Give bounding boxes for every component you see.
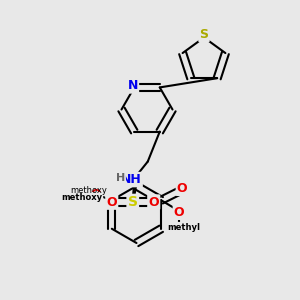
Text: methoxy: methoxy <box>61 193 102 202</box>
Text: S: S <box>128 195 138 209</box>
Text: O: O <box>90 188 101 201</box>
Text: methyl: methyl <box>167 223 200 232</box>
Text: O: O <box>148 196 159 208</box>
Text: S: S <box>200 28 208 41</box>
Text: NH: NH <box>121 173 142 186</box>
Text: O: O <box>177 182 188 195</box>
Text: O: O <box>106 196 117 208</box>
Text: H: H <box>116 173 125 183</box>
Text: methoxy: methoxy <box>70 186 107 195</box>
Text: O: O <box>174 206 184 219</box>
Text: N: N <box>128 80 138 92</box>
